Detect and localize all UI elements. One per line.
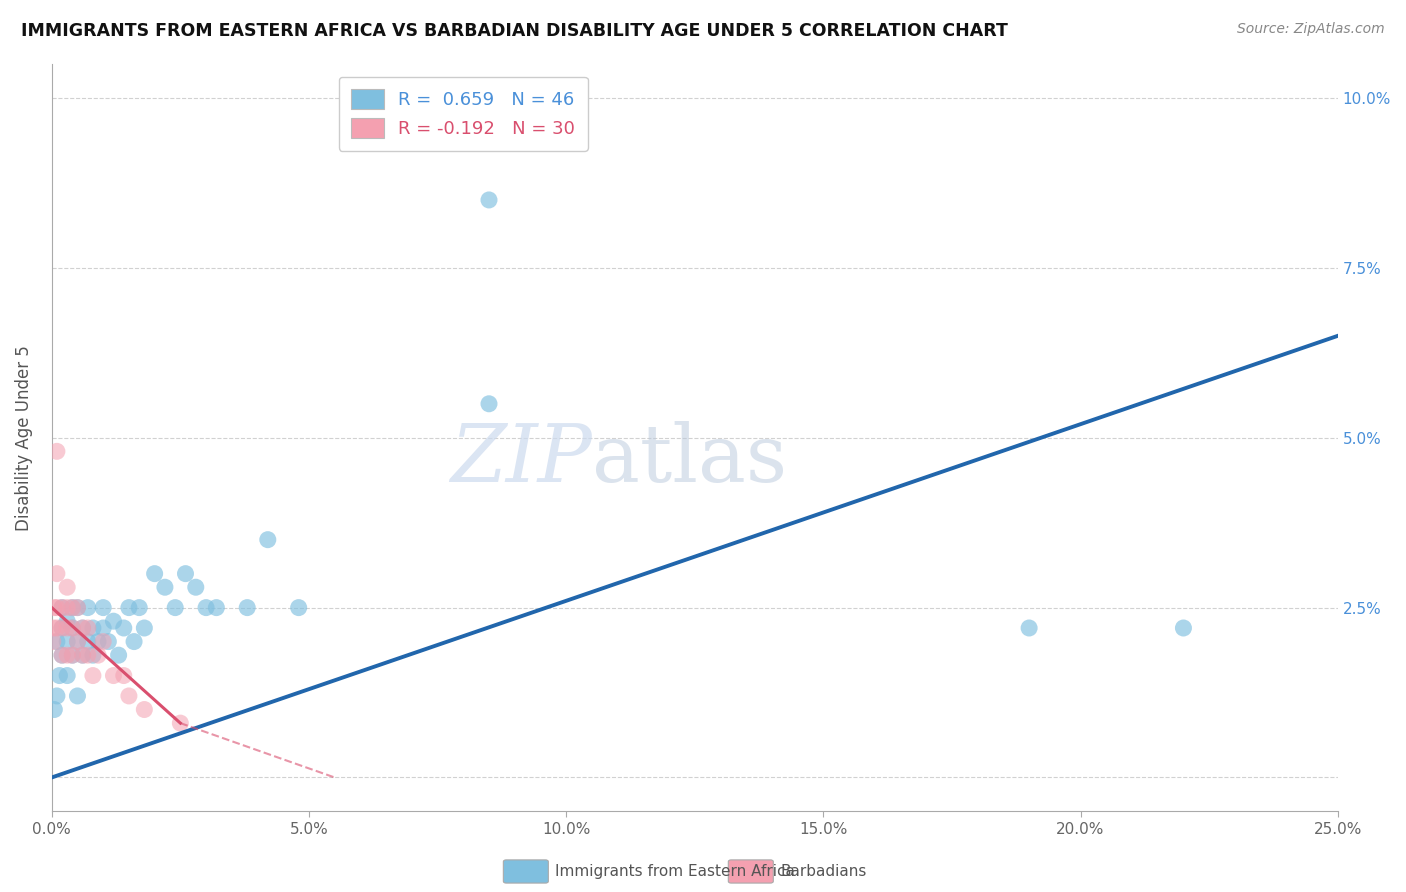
Point bbox=[91, 600, 114, 615]
Point bbox=[45, 600, 67, 615]
Point bbox=[184, 580, 207, 594]
Point bbox=[45, 689, 67, 703]
Point bbox=[51, 648, 73, 662]
Point bbox=[174, 566, 197, 581]
Point bbox=[87, 648, 110, 662]
Point bbox=[195, 600, 218, 615]
Point bbox=[66, 634, 89, 648]
Text: Immigrants from Eastern Africa: Immigrants from Eastern Africa bbox=[555, 864, 796, 879]
Point bbox=[134, 702, 156, 716]
Point bbox=[60, 621, 83, 635]
Point bbox=[256, 533, 278, 547]
Point bbox=[56, 600, 79, 615]
Point bbox=[82, 621, 104, 635]
Point bbox=[51, 621, 73, 635]
Point bbox=[478, 397, 501, 411]
Point bbox=[76, 634, 98, 648]
Point bbox=[66, 600, 89, 615]
Legend: R =  0.659   N = 46, R = -0.192   N = 30: R = 0.659 N = 46, R = -0.192 N = 30 bbox=[339, 77, 588, 151]
Point bbox=[66, 689, 89, 703]
Point bbox=[66, 600, 89, 615]
Point bbox=[51, 648, 73, 662]
Point bbox=[107, 648, 129, 662]
Point bbox=[56, 621, 79, 635]
Point bbox=[51, 621, 73, 635]
Point bbox=[478, 193, 501, 207]
Point bbox=[91, 621, 114, 635]
Point bbox=[42, 621, 65, 635]
Point bbox=[82, 668, 104, 682]
Point bbox=[44, 702, 66, 716]
Point bbox=[236, 600, 259, 615]
Point bbox=[91, 634, 114, 648]
Point bbox=[1018, 621, 1040, 635]
Point bbox=[48, 668, 70, 682]
Point bbox=[112, 668, 135, 682]
Point bbox=[60, 648, 83, 662]
Point bbox=[97, 634, 120, 648]
Point bbox=[60, 648, 83, 662]
Point bbox=[72, 621, 94, 635]
Point bbox=[56, 648, 79, 662]
Point bbox=[128, 600, 150, 615]
Point bbox=[103, 614, 125, 628]
Point bbox=[1173, 621, 1195, 635]
Point bbox=[45, 621, 67, 635]
Point bbox=[122, 634, 145, 648]
Point bbox=[44, 600, 66, 615]
Point bbox=[56, 614, 79, 628]
Point bbox=[45, 444, 67, 458]
Point bbox=[45, 634, 67, 648]
Point bbox=[76, 621, 98, 635]
Point bbox=[153, 580, 176, 594]
Point bbox=[60, 600, 83, 615]
Point bbox=[51, 600, 73, 615]
Point bbox=[287, 600, 309, 615]
Text: Barbadians: Barbadians bbox=[780, 864, 866, 879]
Text: ZIP: ZIP bbox=[450, 421, 592, 499]
Point bbox=[165, 600, 187, 615]
Point bbox=[103, 668, 125, 682]
Point bbox=[60, 621, 83, 635]
Text: atlas: atlas bbox=[592, 421, 787, 500]
Point bbox=[72, 648, 94, 662]
Text: Source: ZipAtlas.com: Source: ZipAtlas.com bbox=[1237, 22, 1385, 37]
Point bbox=[118, 600, 141, 615]
Point bbox=[76, 600, 98, 615]
Point bbox=[72, 621, 94, 635]
Point bbox=[72, 648, 94, 662]
Point bbox=[118, 689, 141, 703]
Point bbox=[169, 716, 191, 731]
Point bbox=[82, 648, 104, 662]
Point bbox=[87, 634, 110, 648]
Point bbox=[56, 580, 79, 594]
Point bbox=[56, 634, 79, 648]
Point bbox=[76, 648, 98, 662]
Point bbox=[112, 621, 135, 635]
Text: IMMIGRANTS FROM EASTERN AFRICA VS BARBADIAN DISABILITY AGE UNDER 5 CORRELATION C: IMMIGRANTS FROM EASTERN AFRICA VS BARBAD… bbox=[21, 22, 1008, 40]
Point bbox=[51, 600, 73, 615]
Point bbox=[134, 621, 156, 635]
Point bbox=[60, 600, 83, 615]
Point bbox=[45, 566, 67, 581]
Point bbox=[56, 668, 79, 682]
Point bbox=[205, 600, 228, 615]
Point bbox=[42, 634, 65, 648]
Point bbox=[143, 566, 166, 581]
Point bbox=[66, 634, 89, 648]
Y-axis label: Disability Age Under 5: Disability Age Under 5 bbox=[15, 345, 32, 531]
